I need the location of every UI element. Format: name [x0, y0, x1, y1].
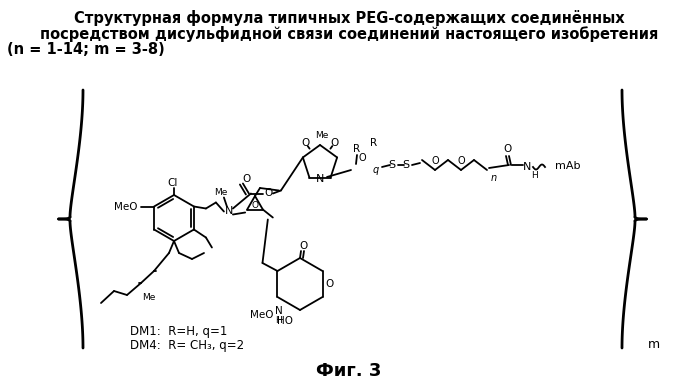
Text: (n = 1-14; m = 3-8): (n = 1-14; m = 3-8): [7, 42, 165, 57]
Text: S: S: [403, 160, 410, 170]
Text: N: N: [316, 174, 324, 184]
Text: MeO: MeO: [250, 310, 274, 320]
Text: R: R: [354, 144, 361, 154]
Text: O: O: [431, 156, 439, 166]
Text: Фиг. 3: Фиг. 3: [317, 362, 382, 380]
Text: DM4:  R= CH₃, q=2: DM4: R= CH₃, q=2: [130, 339, 244, 353]
Text: R: R: [370, 138, 377, 148]
Text: Me: Me: [143, 292, 156, 301]
Text: Me: Me: [214, 188, 228, 197]
Text: N: N: [225, 206, 233, 217]
Text: H: H: [531, 170, 538, 179]
Text: S: S: [389, 160, 396, 170]
Text: Структурная формула типичных PEG-содержащих соединённых: Структурная формула типичных PEG-содержа…: [73, 10, 624, 26]
Text: O: O: [301, 138, 310, 148]
Text: O: O: [326, 279, 333, 289]
Text: посредством дисульфидной связи соединений настоящего изобретения: посредством дисульфидной связи соединени…: [40, 26, 658, 42]
Text: O: O: [252, 201, 259, 210]
Text: H: H: [275, 316, 282, 325]
Text: O: O: [503, 144, 511, 154]
Text: Me: Me: [315, 131, 329, 140]
Text: O: O: [299, 241, 307, 251]
Text: N: N: [275, 307, 282, 316]
Text: Cl: Cl: [168, 178, 178, 188]
Text: n: n: [491, 173, 497, 183]
Text: O: O: [358, 153, 366, 163]
Text: O: O: [243, 174, 251, 183]
Text: q: q: [373, 165, 379, 175]
Text: O: O: [265, 188, 273, 199]
Text: m: m: [648, 339, 660, 352]
Text: O: O: [457, 156, 465, 166]
Text: MeO: MeO: [115, 201, 138, 212]
Text: O: O: [331, 138, 339, 148]
Text: N: N: [523, 162, 531, 172]
Text: HO: HO: [277, 316, 293, 326]
Text: DM1:  R=H, q=1: DM1: R=H, q=1: [130, 325, 227, 339]
Text: mAb: mAb: [555, 161, 580, 171]
